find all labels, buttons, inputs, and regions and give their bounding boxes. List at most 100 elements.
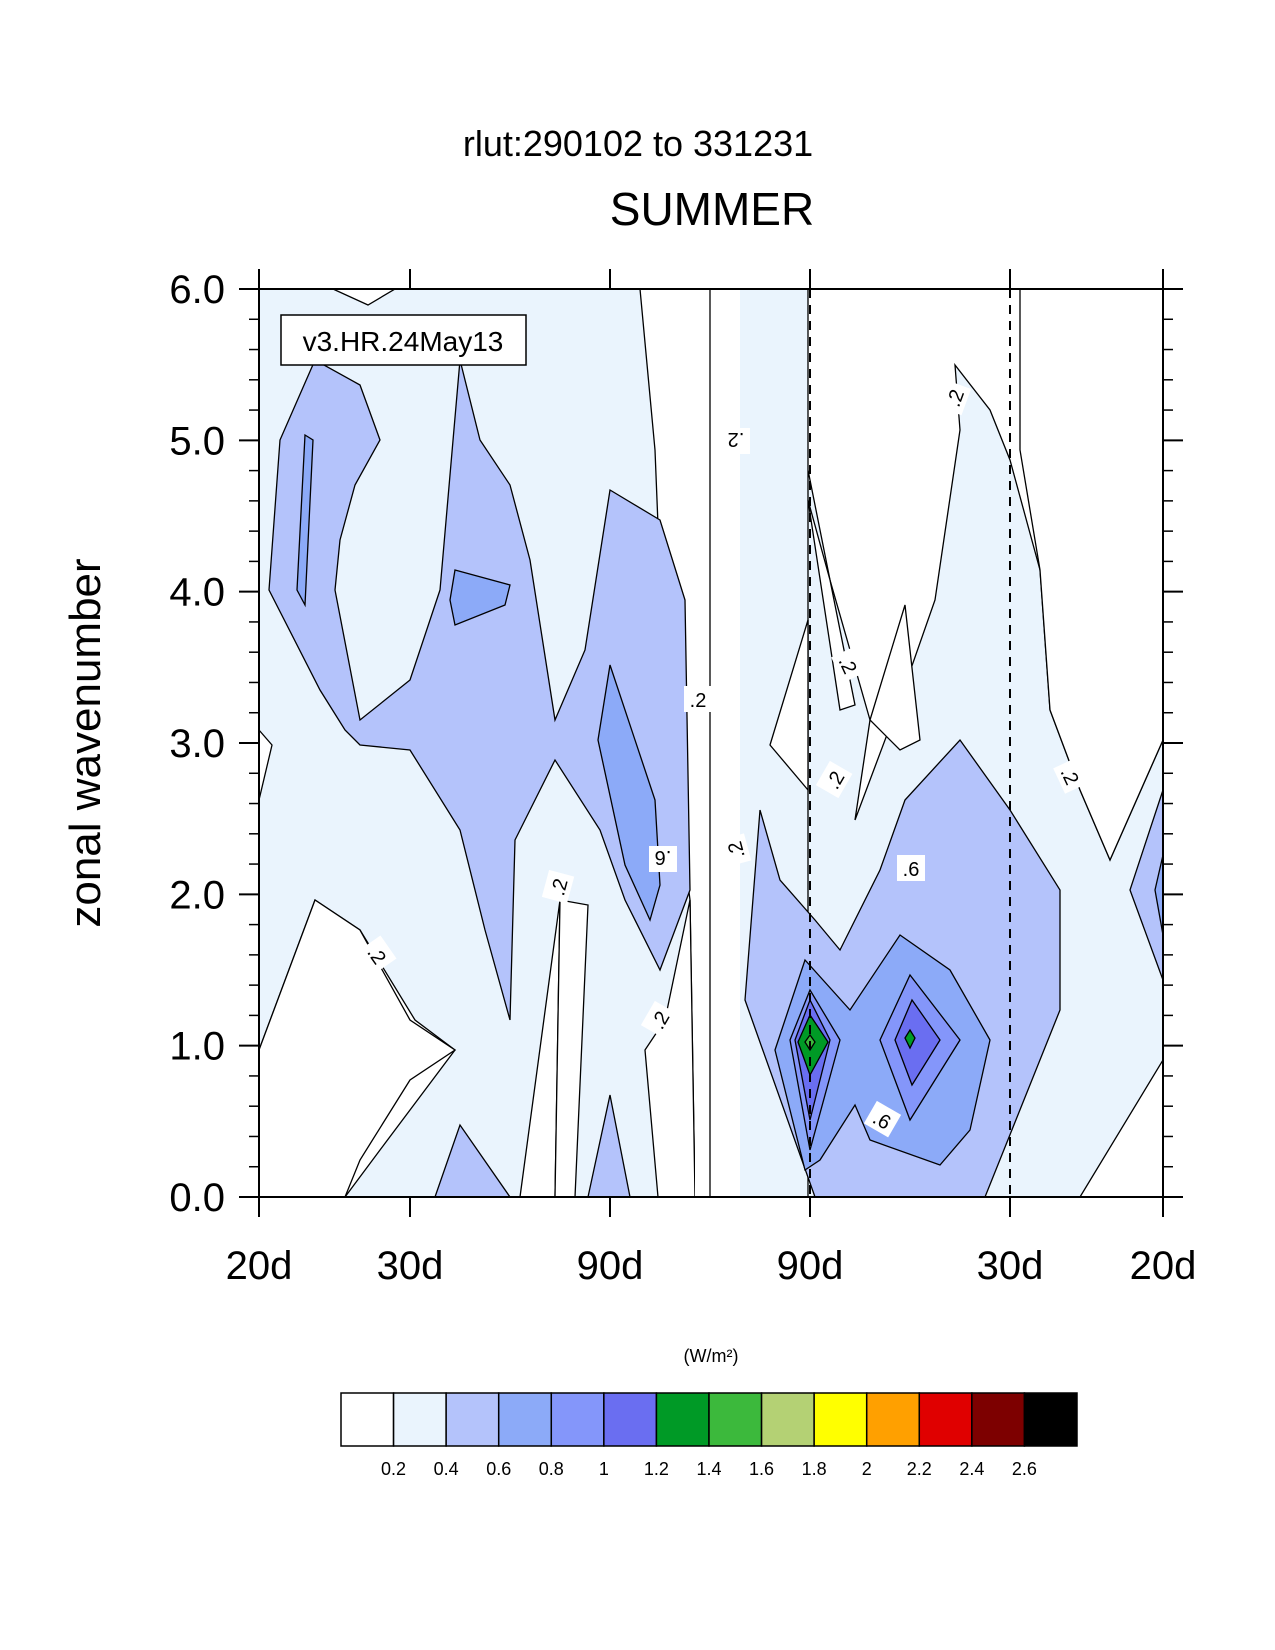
contour-label: .2 [937,380,972,416]
fill-white-right-c [869,604,921,751]
colorbar-swatch [865,1392,921,1447]
contour-label: .6 [863,1100,902,1138]
x-tick-label: 90d [577,1244,644,1288]
contour-label: .2 [684,686,712,712]
colorbar-swatch [1023,1392,1078,1447]
y-tick-label: 5.0 [169,419,225,463]
contour-label-text: .2 [547,876,573,898]
y-tick-label: 1.0 [169,1025,225,1069]
contour-label-bg [359,935,397,974]
y-tick-label: 2.0 [169,873,225,917]
fill-mid-far-right [1129,789,1163,981]
fill-white-top [332,289,397,306]
colorbar-swatch [392,1392,447,1447]
contour-label: .2 [718,833,752,868]
fill-mid-bottom-a [434,1123,511,1197]
x-tick-label: 90d [777,1244,844,1288]
colorbar-swatch [813,1392,868,1447]
y-tick-label: 6.0 [169,268,225,312]
fill-white-mid [554,899,589,1197]
contour-label-bg [649,846,677,872]
contour-label-text: .6 [903,859,920,881]
y-tick-label: 0.0 [169,1176,225,1220]
colorbar-label: 0.6 [486,1459,511,1479]
fill-blue-left-a [296,433,314,608]
period-lines [809,289,1011,1197]
contour-label: .2 [640,1000,678,1039]
colorbar-swatch [497,1392,553,1447]
contour-label: .6 [897,855,925,881]
colorbar-swatch [760,1392,815,1447]
x-tick-label: 30d [977,1244,1044,1288]
contour-labels: .2.2.2.2.2.2.2.2.2.2.6.6.6 [359,380,1089,1138]
contour-fills [259,289,1163,1197]
fill-white-right-b [769,619,809,792]
colorbar-label: 1.2 [644,1459,669,1479]
contour-label-bg [863,1100,902,1138]
contour-label-bg [897,855,925,881]
fill-blue-left-c [597,664,661,922]
colorbar-swatch [550,1392,605,1447]
colorbar-label: 0.4 [434,1459,459,1479]
colorbar-swatch [445,1392,500,1447]
colorbar-swatch [340,1392,395,1447]
colorbar-label: 0.8 [539,1459,564,1479]
contour-label-bg [640,1000,678,1039]
annotation-text: v3.HR.24May13 [303,326,504,357]
fill-mid-bottom-b [587,1094,631,1197]
contour-label-bg [937,380,972,416]
colorbar-label: 2 [862,1459,872,1479]
fill-white-bottom-left [259,899,457,1197]
contour-label-text: .2 [728,428,745,450]
contour-label: .2 [541,869,575,904]
annotation-box [280,314,527,366]
contour-label-bg [815,760,853,799]
axes: 0.0 1.0 2.0 3.0 4.0 5.0 6.0 20d 30d 90d 90d 30d 20d [169,268,1196,1288]
contour-label-bg [541,869,575,904]
colorbar: 0.2 0.4 0.6 0.8 1 1.2 1.4 1.6 1.8 2 2.2 2.4 2.6 [340,1392,1078,1479]
colorbar-swatch [708,1392,763,1447]
colorbar-label: 2.2 [907,1459,932,1479]
fill-mid-left [268,359,691,1021]
fill-indigo [794,998,941,1121]
fill-blue-right [774,934,991,1172]
fill-blue-left-b [449,569,511,626]
colorbar-swatch [603,1392,658,1447]
colorbar-label: 2.6 [1012,1459,1037,1479]
fill-white-right-d [1079,1058,1163,1197]
contour-label-text: .6 [655,846,672,868]
fill-white-column [695,289,740,1197]
colorbar-swatch [971,1392,1026,1447]
fill-green [797,1013,916,1077]
colorbar-label: 1.4 [696,1459,721,1479]
colorbar-label: 1.6 [749,1459,774,1479]
contour-label: .2 [722,428,750,454]
contour-label-bg [831,646,867,683]
colorbar-swatch [655,1392,710,1447]
fill-blue-far-right [1154,854,1163,936]
contour-label-bg [718,833,752,868]
chart-title: SUMMER [610,183,814,235]
colorbar-swatch [918,1392,973,1447]
contour-label-text: .2 [724,839,750,861]
colorbar-label: 2.4 [959,1459,984,1479]
x-tick-label: 30d [377,1244,444,1288]
contour-label-bg [722,428,750,454]
colorbar-units: (W/m²) [684,1346,739,1366]
y-axis-label: zonal wavenumber [61,558,110,927]
contour-label-text: .2 [943,387,969,410]
colorbar-label: 1 [599,1459,609,1479]
fill-white-right-e [1019,289,1163,862]
contour-label-bg [1053,757,1089,794]
colorbar-label: 1.8 [802,1459,827,1479]
contour-label-text: .2 [690,690,707,712]
contour-label: .2 [815,760,853,799]
x-tick-label: 20d [226,1244,293,1288]
chart-subtitle: rlut:290102 to 331231 [463,123,813,164]
x-tick-label: 20d [1130,1244,1197,1288]
y-tick-label: 3.0 [169,722,225,766]
colorbar-label: 0.2 [381,1459,406,1479]
contour-label-bg [684,686,712,712]
contour-label: .6 [649,846,677,872]
